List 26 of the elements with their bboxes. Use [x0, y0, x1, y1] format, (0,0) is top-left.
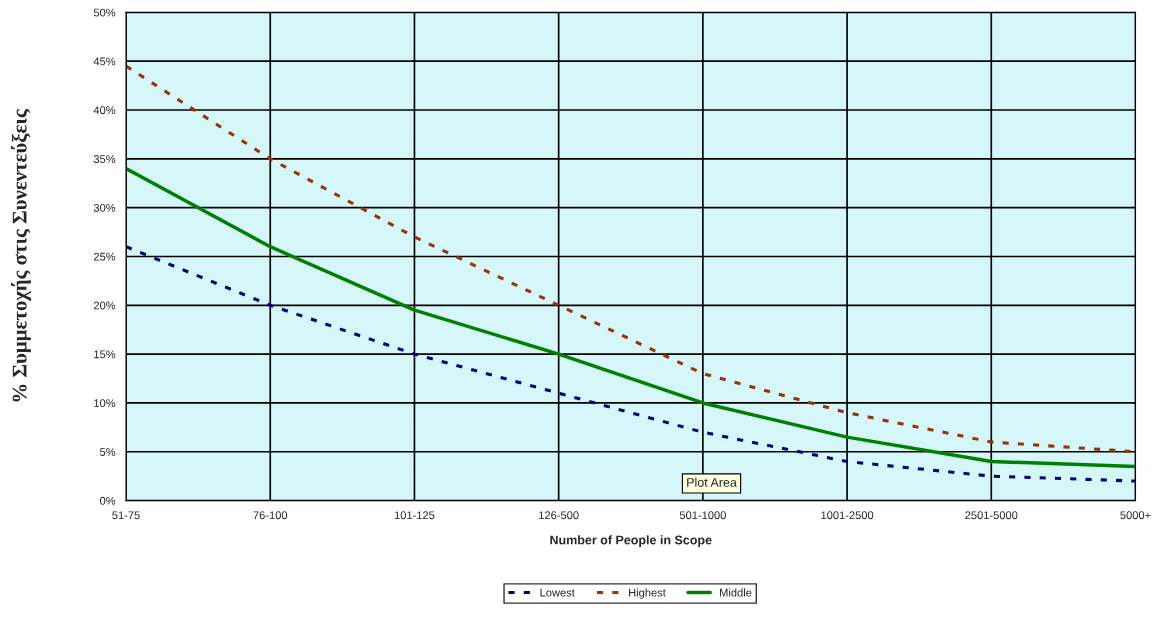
x-tick-label: 101-125 — [394, 511, 435, 520]
legend-label: Highest — [629, 588, 666, 599]
legend-label: Middle — [720, 588, 752, 597]
y-tick-label: 50% — [93, 8, 116, 17]
y-tick-label: 10% — [94, 399, 116, 408]
x-axis-title: Number of People in Scope — [550, 535, 712, 547]
x-tick-label: 2501-5000 — [965, 511, 1018, 520]
line-series — [126, 166, 1136, 469]
annotation: Plot Area — [687, 477, 737, 487]
legend-label: Lowest — [540, 588, 575, 597]
x-tick-label: 51-75 — [112, 511, 140, 520]
x-tick-label: 1001-2500 — [821, 511, 874, 520]
x-tick-label: 5000+ — [1120, 511, 1151, 520]
y-tick-label: 40% — [93, 106, 116, 115]
y-tick-label: 45% — [93, 57, 116, 66]
y-tick-label: 0% — [99, 496, 116, 505]
y-tick-label: 30% — [93, 203, 116, 212]
x-tick-label: 76-100 — [253, 511, 288, 520]
y-tick-label: 25% — [93, 252, 116, 261]
y-tick-label: 35% — [93, 155, 116, 163]
y-axis-title: % Συμμετοχής στις Συνεντεύξεις — [10, 109, 31, 402]
y-tick-label: 15% — [94, 350, 116, 359]
x-tick-label: 126-500 — [539, 511, 579, 520]
y-tick-label: 20% — [93, 301, 116, 310]
y-tick-label: 5% — [100, 448, 116, 456]
x-tick-label: 501-1000 — [679, 511, 726, 520]
